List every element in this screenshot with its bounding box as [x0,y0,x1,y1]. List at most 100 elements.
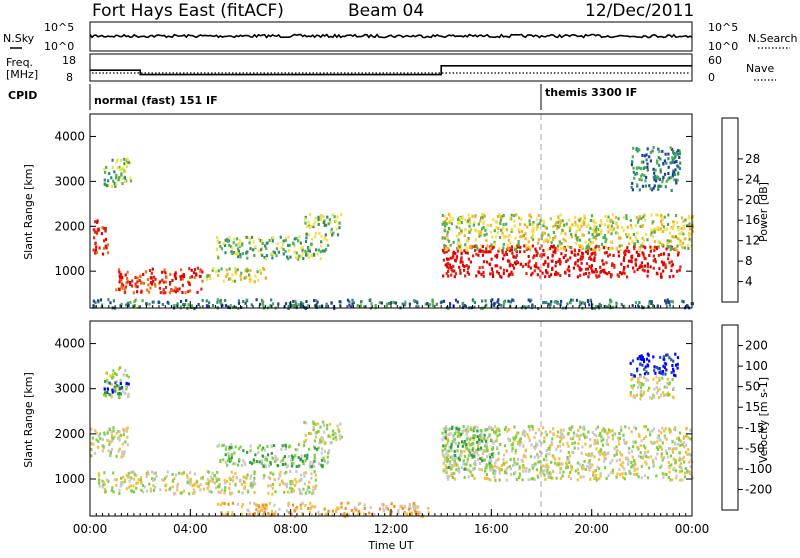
power-echo-cell [147,290,151,294]
power-echo-cell [594,221,597,225]
velocity-echo-cell [476,457,480,461]
velocity-echo-cell [462,459,465,463]
velocity-echo-cell [562,428,565,432]
power-echo-cell [651,221,654,225]
velocity-echo-cell [123,450,126,454]
velocity-echo-cell [604,466,607,469]
power-echo-cell [579,244,582,248]
velocity-echo-cell [661,370,665,373]
velocity-echo-cell [224,461,227,464]
power-echo-cell [514,236,517,240]
velocity-ytick-label: 4000 [54,337,85,351]
power-echo-cell [586,267,589,271]
power-echo-cell [675,235,678,239]
power-echo-cell [317,248,320,252]
power-echo-cell [385,304,388,308]
power-echo-cell [677,149,680,153]
velocity-echo-cell [261,454,265,458]
velocity-echo-cell [521,432,524,436]
power-echo-cell [567,265,570,269]
power-echo-cell [662,161,665,165]
velocity-echo-cell [465,467,468,471]
power-echo-cell [181,283,184,287]
velocity-echo-cell [611,433,614,437]
power-echo-cell [287,257,290,261]
velocity-echo-cell [97,474,101,478]
power-echo-cell [249,247,252,251]
velocity-echo-cell [223,502,226,506]
power-echo-cell [656,226,659,230]
power-echo-cell [317,222,320,226]
velocity-echo-cell [686,469,689,473]
velocity-echo-cell [115,483,118,487]
power-echo-cell [666,245,669,248]
power-echo-cell [378,301,381,305]
velocity-echo-cell [452,457,456,461]
power-echo-cell [559,221,562,224]
velocity-echo-cell [646,428,650,432]
velocity-echo-cell [111,390,114,394]
velocity-echo-cell [140,476,143,480]
velocity-echo-cell [444,436,447,440]
velocity-echo-cell [114,372,117,376]
power-echo-cell [562,237,565,241]
velocity-echo-cell [655,375,658,379]
power-echo-cell [622,215,625,219]
power-echo-cell [601,268,604,272]
velocity-echo-cell [419,511,422,515]
velocity-echo-cell [481,456,484,460]
power-echo-cell [519,222,522,226]
power-echo-cell [464,218,467,222]
power-echo-cell [518,230,521,234]
velocity-echo-cell [206,486,209,490]
power-echo-cell [528,245,531,249]
velocity-echo-cell [646,450,650,454]
power-echo-cell [118,274,121,278]
power-echo-cell [542,224,545,228]
power-echo-cell [665,301,668,305]
velocity-echo-cell [469,426,472,429]
power-echo-cell [124,287,127,291]
velocity-echo-cell [545,449,548,452]
velocity-echo-cell [645,357,649,361]
power-echo-cell [633,176,636,180]
velocity-echo-cell [634,427,638,431]
velocity-echo-cell [368,511,371,515]
velocity-echo-cell [622,433,625,437]
power-echo-cell [517,243,520,247]
xaxis-label: Time UT [367,539,413,552]
power-echo-cell [480,249,483,253]
velocity-echo-cell [223,491,226,495]
power-echo-cell [658,177,661,181]
velocity-echo-cell [444,444,447,448]
velocity-echo-cell [658,367,661,370]
power-echo-cell [466,267,470,271]
power-echo-cell [216,254,219,258]
power-echo-cell [225,268,228,272]
power-echo-cell [262,300,265,304]
velocity-echo-cell [378,507,382,511]
velocity-echo-cell [607,451,610,455]
velocity-echo-cell [445,449,448,453]
power-echo-cell [447,246,450,250]
velocity-echo-cell [643,372,647,376]
velocity-echo-cell [525,466,528,470]
power-echo-cell [297,239,300,243]
power-colorbar-frame [721,117,739,303]
velocity-echo-cell [252,480,255,484]
power-echo-cell [550,300,553,304]
power-echo-cell [623,251,626,255]
power-echo-cell [126,157,129,161]
velocity-echo-cell [319,438,322,442]
power-echo-cell [142,273,145,276]
velocity-echo-cell [496,434,499,438]
velocity-echo-cell [175,473,178,477]
velocity-echo-cell [632,465,635,469]
velocity-echo-cell [252,458,255,462]
power-colorbar-tick-label: 24 [745,172,760,186]
power-echo-cell [494,235,498,239]
power-echo-cell [582,233,585,237]
power-echo-cell [304,249,307,253]
power-echo-cell [129,301,132,304]
velocity-echo-cell [101,449,104,453]
